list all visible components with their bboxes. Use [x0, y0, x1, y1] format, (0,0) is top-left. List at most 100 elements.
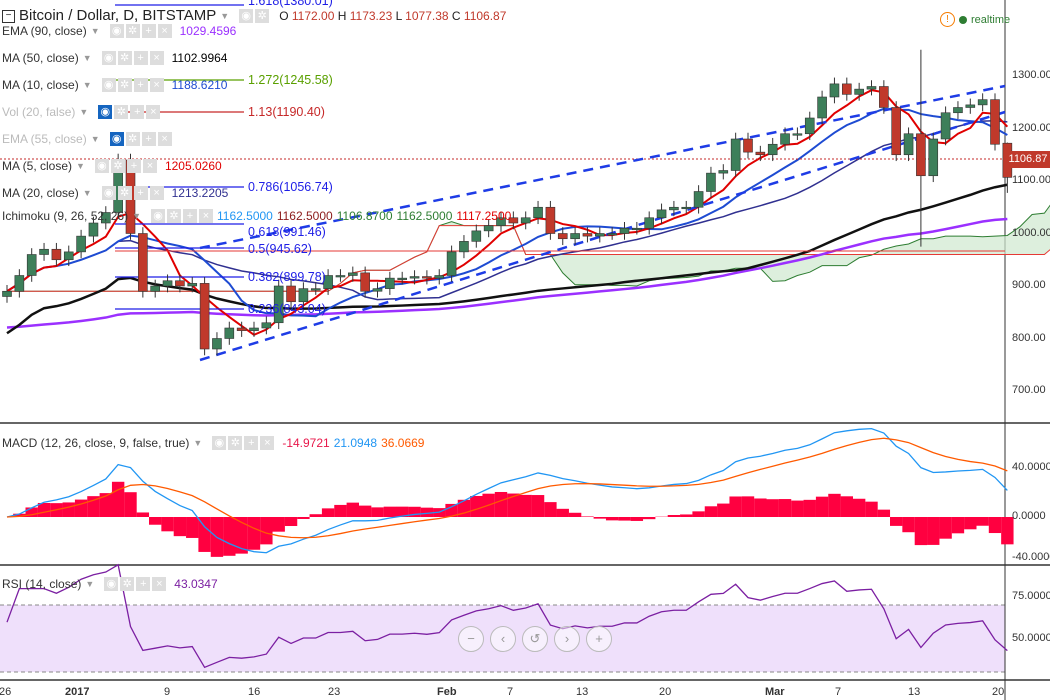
- close-icon[interactable]: ×: [149, 51, 164, 65]
- eye-icon[interactable]: ◉: [239, 9, 254, 23]
- add-icon[interactable]: +: [244, 436, 259, 450]
- eye-icon[interactable]: ◉: [109, 132, 124, 146]
- eye-icon[interactable]: ◉: [94, 159, 109, 173]
- caret-icon[interactable]: ▼: [82, 53, 92, 63]
- gear-icon[interactable]: ✲: [114, 105, 129, 119]
- gear-icon[interactable]: ✲: [167, 209, 181, 223]
- caret-icon[interactable]: ▼: [82, 80, 92, 90]
- candle-body: [88, 222, 99, 237]
- warning-icon[interactable]: !: [940, 12, 955, 27]
- add-icon[interactable]: +: [130, 105, 145, 119]
- gear-icon[interactable]: ✲: [255, 9, 270, 23]
- macd-tick: 40.0000: [1012, 461, 1050, 473]
- macd-histogram-bar: [680, 514, 693, 517]
- macd-histogram-bar: [235, 517, 248, 554]
- caret-icon[interactable]: ▼: [90, 26, 100, 36]
- gear-icon[interactable]: ✲: [117, 78, 132, 92]
- caret-icon[interactable]: ▼: [85, 579, 95, 589]
- candle-body: [323, 275, 333, 289]
- candle-body: [236, 327, 247, 331]
- indicator-legend: MA (20, close) ▼ ◉ ✲ + × 1213.2205: [2, 186, 228, 200]
- close-icon[interactable]: ×: [260, 436, 275, 450]
- eye-icon[interactable]: ◉: [151, 209, 165, 223]
- macd-histogram-bar: [766, 499, 779, 517]
- macd-histogram-bar: [198, 517, 211, 552]
- indicator-name[interactable]: MA (5, close): [2, 159, 73, 173]
- close-icon[interactable]: ×: [142, 159, 157, 173]
- symbol-title[interactable]: Bitcoin / Dollar, D, BITSTAMP: [19, 7, 217, 24]
- candle-body: [162, 280, 173, 287]
- caret-icon[interactable]: ▼: [90, 134, 100, 144]
- scroll-back-button[interactable]: ‹: [490, 626, 516, 652]
- caret-icon[interactable]: ▼: [79, 107, 89, 117]
- macd-histogram-bar: [741, 496, 755, 517]
- price-tick: 1200.00: [1012, 122, 1050, 134]
- macd-histogram-bar: [927, 517, 940, 545]
- eye-icon[interactable]: ◉: [212, 436, 227, 450]
- close-icon[interactable]: ×: [152, 577, 167, 591]
- gear-icon[interactable]: ✲: [125, 132, 140, 146]
- eye-icon[interactable]: ◉: [109, 24, 124, 38]
- macd-histogram-bar: [383, 506, 397, 517]
- eye-icon[interactable]: ◉: [101, 186, 116, 200]
- macd-histogram-bar: [568, 512, 582, 517]
- caret-icon[interactable]: ▼: [193, 438, 203, 448]
- add-icon[interactable]: +: [141, 132, 156, 146]
- gear-icon[interactable]: ✲: [110, 159, 125, 173]
- candle-body: [372, 288, 383, 292]
- add-icon[interactable]: +: [136, 577, 151, 591]
- caret-icon[interactable]: ▼: [82, 188, 92, 198]
- macd-histogram-bar: [605, 517, 619, 521]
- macd-signal-value: 36.0669: [381, 436, 425, 450]
- caret-icon[interactable]: ▼: [220, 11, 230, 21]
- add-icon[interactable]: +: [133, 78, 148, 92]
- indicator-name[interactable]: MA (10, close): [2, 78, 79, 92]
- add-icon[interactable]: +: [126, 159, 141, 173]
- indicator-name[interactable]: MA (20, close): [2, 186, 79, 200]
- eye-icon[interactable]: ◉: [101, 51, 116, 65]
- caret-icon[interactable]: ▼: [76, 161, 85, 171]
- macd-histogram-bar: [964, 517, 977, 530]
- indicator-name[interactable]: EMA (90, close): [2, 24, 87, 38]
- collapse-icon[interactable]: −: [2, 9, 15, 23]
- indicator-legend: EMA (55, close) ▼ ◉ ✲ + ×: [2, 132, 172, 146]
- add-icon[interactable]: +: [133, 51, 148, 65]
- close-icon[interactable]: ×: [199, 209, 213, 223]
- price-tick: 700.00: [1012, 384, 1046, 396]
- time-tick: 13: [908, 686, 921, 698]
- gear-icon[interactable]: ✲: [120, 577, 135, 591]
- candle-body: [261, 322, 272, 329]
- gear-icon[interactable]: ✲: [125, 24, 140, 38]
- close-icon[interactable]: ×: [157, 132, 172, 146]
- add-icon[interactable]: +: [133, 186, 148, 200]
- zoom-out-button[interactable]: −: [458, 626, 484, 652]
- reset-button[interactable]: ↺: [522, 626, 548, 652]
- candle-body: [26, 254, 37, 276]
- rsi-name[interactable]: RSI (14, close): [2, 577, 82, 591]
- add-icon[interactable]: +: [183, 209, 197, 223]
- indicator-name[interactable]: Ichimoku (9, 26, 52, 26): [2, 209, 129, 223]
- candle-body: [508, 217, 519, 224]
- indicator-value: 1213.2205: [171, 186, 229, 200]
- macd-name[interactable]: MACD (12, 26, close, 9, false, true): [2, 436, 190, 450]
- close-icon[interactable]: ×: [157, 24, 172, 38]
- indicator-name[interactable]: EMA (55, close): [2, 132, 87, 146]
- indicator-name[interactable]: MA (50, close): [2, 51, 79, 65]
- eye-icon[interactable]: ◉: [101, 78, 116, 92]
- add-icon[interactable]: +: [141, 24, 156, 38]
- eye-icon[interactable]: ◉: [98, 105, 113, 119]
- caret-icon[interactable]: ▼: [132, 211, 141, 221]
- zoom-in-button[interactable]: +: [586, 626, 612, 652]
- time-tick: 2017: [65, 686, 90, 698]
- gear-icon[interactable]: ✲: [117, 51, 132, 65]
- gear-icon[interactable]: ✲: [117, 186, 132, 200]
- eye-icon[interactable]: ◉: [104, 577, 119, 591]
- gear-icon[interactable]: ✲: [228, 436, 243, 450]
- close-icon[interactable]: ×: [149, 78, 164, 92]
- indicator-name[interactable]: Vol (20, false): [2, 105, 76, 119]
- macd-histogram-bar: [828, 493, 841, 517]
- macd-hist-value: -14.9721: [282, 436, 330, 450]
- close-icon[interactable]: ×: [149, 186, 164, 200]
- close-icon[interactable]: ×: [146, 105, 161, 119]
- scroll-forward-button[interactable]: ›: [554, 626, 580, 652]
